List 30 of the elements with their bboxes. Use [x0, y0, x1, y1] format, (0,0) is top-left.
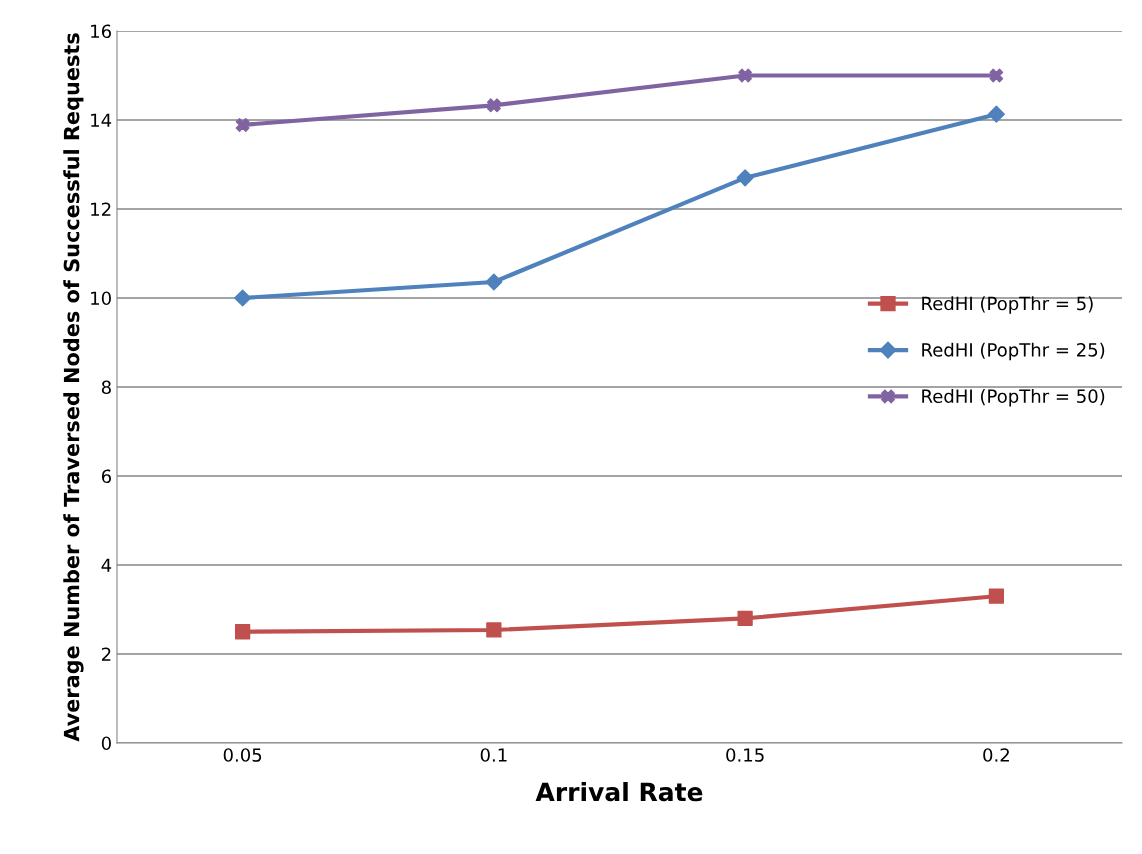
x-tick-label: 0.2: [983, 748, 1009, 762]
point: [989, 68, 1004, 83]
legend-label: RedHI (PopThr = 5): [922, 296, 1093, 314]
point: [234, 289, 252, 307]
legend-label: RedHI (PopThr = 50): [922, 389, 1105, 407]
y-tick-label: 14: [91, 113, 112, 127]
y-tick-label: 16: [91, 24, 111, 39]
point: [987, 105, 1005, 123]
y-tick-label: 4: [101, 558, 112, 572]
point: [738, 68, 753, 83]
x-tick-label: 0.1: [480, 748, 507, 762]
y-tick-label: 12: [91, 202, 111, 216]
point: [988, 588, 1005, 604]
y-tick-label: 6: [101, 469, 111, 484]
point: [486, 98, 501, 113]
point: [235, 117, 250, 132]
point: [736, 169, 754, 187]
y-tick-label: 10: [91, 291, 111, 306]
x-tick-label: 0.15: [726, 748, 764, 762]
legend-label: RedHI (PopThr = 25): [922, 342, 1105, 361]
point: [486, 622, 502, 638]
y-axis-title: Average Number of Traversed Nodes of Successful Requests: [63, 33, 84, 742]
y-tick-label: 0: [101, 736, 111, 751]
y-tick-label: 2: [101, 647, 111, 661]
point: [485, 273, 503, 291]
y-tick-label: 8: [101, 380, 111, 395]
point: [737, 610, 753, 627]
point: [234, 624, 251, 640]
x-tick-label: 0.05: [223, 748, 262, 762]
x-axis-title: Arrival Rate: [535, 782, 703, 802]
